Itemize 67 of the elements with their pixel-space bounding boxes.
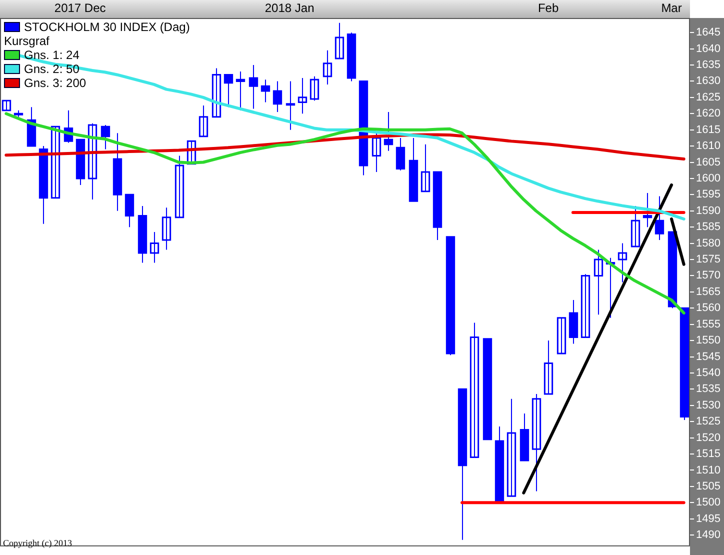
y-tick-label: 1625 (696, 91, 720, 104)
legend-label: STOCKHOLM 30 INDEX (Dag) (24, 20, 190, 34)
candlestick (174, 155, 184, 218)
x-tick-label: Feb (538, 1, 559, 16)
y-tick-label: 1630 (696, 75, 720, 88)
candlestick (50, 126, 60, 199)
candlestick (150, 231, 160, 264)
candlestick (2, 100, 12, 112)
candlestick (322, 50, 332, 85)
candlestick (606, 257, 616, 318)
candlestick (198, 105, 208, 138)
candlestick (372, 130, 382, 172)
candlestick (286, 80, 296, 130)
candlestick (88, 122, 98, 200)
candlestick (470, 322, 480, 458)
y-tick-label: 1575 (696, 254, 720, 266)
x-tick-label: Mar (661, 1, 682, 16)
y-tick-label: 1505 (696, 480, 720, 492)
y-tick-label: 1525 (696, 416, 720, 428)
y-tick-label: 1640 (696, 42, 720, 55)
y-tick-label: 1550 (696, 334, 720, 347)
candlestick (594, 249, 604, 316)
candlestick (544, 340, 554, 395)
y-tick-label: 1610 (696, 140, 720, 152)
candlestick (630, 206, 640, 248)
annotation: Copyright (c) 2013 (3, 538, 72, 548)
y-tick-label: 1535 (696, 383, 720, 396)
x-tick-label: 2018 Jan (264, 1, 314, 16)
candlestick (420, 144, 430, 192)
x-tick-label: 2017 Dec (54, 1, 106, 16)
y-tick-label: 1500 (696, 496, 720, 509)
candlestick (506, 398, 516, 497)
y-tick-label: 1570 (696, 270, 720, 282)
y-tick-label: 1635 (696, 59, 720, 72)
y-tick-label: 1565 (696, 286, 720, 298)
y-tick-label: 1530 (696, 399, 720, 412)
y-tick-label: 1540 (696, 367, 720, 379)
candlestick (212, 68, 222, 118)
legend-title: Kursgraf (4, 34, 50, 48)
candlestick (334, 22, 344, 60)
candlestick (618, 242, 628, 283)
candlestick (580, 274, 590, 338)
y-tick-label: 1545 (696, 350, 720, 363)
y-tick-label: 1495 (696, 512, 720, 525)
y-tick-label: 1560 (696, 302, 720, 314)
y-tick-label: 1510 (696, 464, 720, 476)
y-tick-label: 1520 (696, 432, 720, 444)
candlestick (186, 140, 196, 165)
y-tick-label: 1595 (696, 188, 720, 201)
candlestick (298, 77, 308, 114)
candlestick (310, 76, 320, 102)
candlestick (556, 317, 566, 354)
legend-label: Gns. 3: 200 (24, 76, 86, 90)
y-tick-label: 1615 (696, 124, 720, 136)
y-tick-label: 1600 (696, 172, 720, 184)
legend-label: Gns. 1: 24 (24, 48, 80, 62)
y-tick-label: 1580 (696, 237, 720, 250)
candlestick (532, 394, 542, 492)
y-tick-label: 1515 (696, 448, 720, 460)
y-tick-label: 1585 (696, 221, 720, 234)
y-tick-label: 1645 (696, 26, 720, 39)
y-tick-label: 1605 (696, 156, 720, 168)
y-tick-label: 1590 (696, 204, 720, 217)
y-tick-label: 1555 (696, 318, 720, 330)
y-tick-label: 1620 (696, 108, 720, 120)
y-tick-label: 1490 (696, 529, 720, 542)
candlestick (162, 207, 172, 250)
